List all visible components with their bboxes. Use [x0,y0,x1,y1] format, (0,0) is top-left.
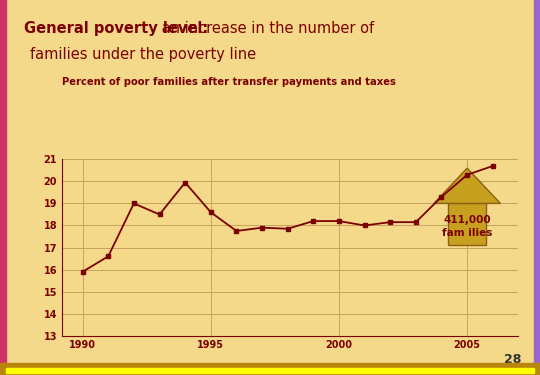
Text: Percent of poor families after transfer payments and taxes: Percent of poor families after transfer … [62,77,396,87]
Text: 411,000
fam ilies: 411,000 fam ilies [442,215,492,238]
Polygon shape [434,168,501,203]
Polygon shape [448,203,487,245]
Text: General poverty level:: General poverty level: [24,21,208,36]
Text: an increase in the number of: an increase in the number of [157,21,374,36]
Text: 28: 28 [504,352,521,366]
Text: families under the poverty line: families under the poverty line [30,47,256,62]
